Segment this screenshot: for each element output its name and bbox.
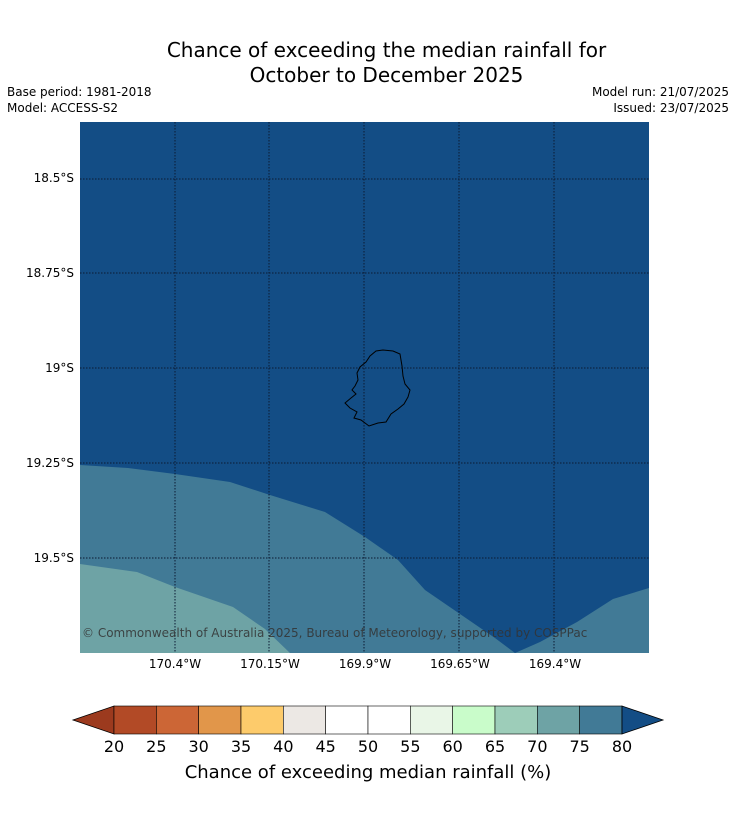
- colorbar-bin: [283, 705, 326, 735]
- colorbar-bin: [325, 705, 369, 735]
- colorbar-bin: [537, 705, 580, 735]
- meta-right: Model run: 21/07/2025 Issued: 23/07/2025: [592, 84, 729, 116]
- colorbar-bin: [113, 705, 157, 735]
- colorbar-tick-label: 65: [484, 737, 506, 756]
- lon-label-4: 169.65°W: [430, 657, 490, 671]
- colorbar-bin: [240, 705, 284, 735]
- colorbar-bin: [452, 705, 496, 735]
- lon-label-3: 169.9°W: [338, 657, 392, 671]
- colorbar-tick-label: 55: [400, 737, 421, 756]
- model-name: Model: ACCESS-S2: [7, 101, 119, 115]
- region-70-75: [80, 564, 290, 653]
- colorbar-bin: [367, 705, 411, 735]
- lat-label-5: 19.5°S: [33, 551, 74, 565]
- meta-left: Base period: 1981-2018 Model: ACCESS-S2: [7, 84, 152, 116]
- forecast-map: [80, 122, 649, 653]
- lon-label-1: 170.4°W: [148, 657, 202, 671]
- map-title: Chance of exceeding the median rainfall …: [0, 38, 736, 88]
- colorbar-tick-label: 40: [273, 737, 294, 756]
- colorbar-above-extension: [621, 705, 665, 735]
- title-line-2: October to December 2025: [249, 63, 524, 87]
- colorbar-tick-label: 45: [315, 737, 336, 756]
- issued-date: Issued: 23/07/2025: [613, 101, 729, 115]
- lat-label-1: 18.5°S: [33, 171, 74, 185]
- colorbar-bin: [579, 705, 623, 735]
- colorbar-tick-label: 80: [611, 737, 633, 756]
- colorbar-bin: [156, 705, 199, 735]
- colorbar-tick-label: 35: [230, 737, 252, 756]
- colorbar-tick-label: 60: [442, 737, 463, 756]
- colorbar-tick-label: 75: [569, 737, 590, 756]
- colorbar-tick-label: 20: [103, 737, 125, 756]
- colorbar-tick-label: 25: [146, 737, 167, 756]
- base-period: Base period: 1981-2018: [7, 85, 152, 99]
- colorbar-tick-label: 50: [357, 737, 379, 756]
- lat-label-3: 19°S: [45, 361, 74, 375]
- model-run: Model run: 21/07/2025: [591, 85, 729, 99]
- colorbar-tick-label: 70: [527, 737, 548, 756]
- lon-label-2: 170.15°W: [240, 657, 300, 671]
- colorbar-title: Chance of exceeding median rainfall (%): [184, 762, 552, 783]
- copyright-notice: © Commonwealth of Australia 2025, Bureau…: [82, 626, 588, 640]
- colorbar-bin: [410, 705, 453, 735]
- colorbar-bin: [494, 705, 538, 735]
- lat-label-4: 19.25°S: [26, 456, 74, 470]
- niue-island-outline: [344, 349, 411, 427]
- title-line-1: Chance of exceeding the median rainfall …: [166, 38, 607, 62]
- gridlines: [80, 122, 649, 653]
- colorbar-tick-label: 30: [188, 737, 209, 756]
- lat-label-2: 18.75°S: [26, 266, 74, 280]
- colorbar-bin: [198, 705, 242, 735]
- colorbar: [71, 705, 665, 735]
- lon-label-5: 169.4°W: [528, 657, 582, 671]
- colorbar-below-extension: [71, 705, 115, 735]
